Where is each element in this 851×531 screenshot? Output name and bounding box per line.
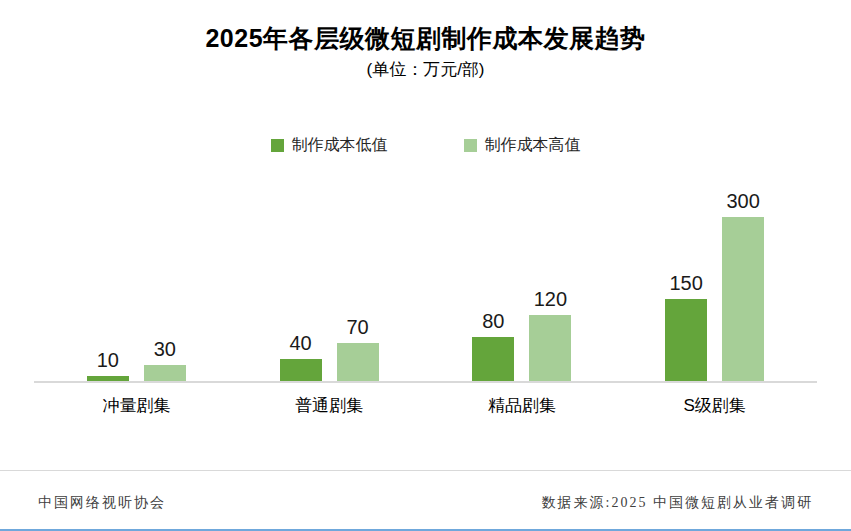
value-label: 80 — [482, 310, 504, 333]
legend-swatch-low-icon — [271, 139, 284, 152]
value-label: 150 — [669, 272, 702, 295]
legend-item-high: 制作成本高值 — [464, 135, 581, 156]
footer-source: 数据来源:2025 中国微短剧从业者调研 — [542, 494, 813, 512]
value-label: 300 — [726, 190, 759, 213]
x-axis-line — [34, 381, 817, 383]
bar-group: 10 30 — [40, 338, 233, 381]
legend-label-high: 制作成本高值 — [485, 135, 581, 156]
value-label: 40 — [290, 332, 312, 355]
bar-with-label: 30 — [144, 338, 186, 381]
value-label: 10 — [97, 349, 119, 372]
bar-high — [722, 217, 764, 381]
category-label: 普通剧集 — [233, 394, 426, 417]
bar-with-label: 120 — [529, 288, 571, 381]
footer-divider — [0, 470, 851, 471]
bar-group: 40 70 — [233, 316, 426, 381]
chart-page: 2025年各层级微短剧制作成本发展趋势 (单位：万元/部) 制作成本低值 制作成… — [0, 0, 851, 531]
bar-chart: 10 30 40 70 80 120 150 300 冲量剧集普通剧集精品剧集S级剧集 — [40, 189, 811, 417]
bar-low — [472, 337, 514, 381]
value-label: 30 — [154, 338, 176, 361]
legend-item-low: 制作成本低值 — [271, 135, 388, 156]
footer: 中国网络视听协会 数据来源:2025 中国微短剧从业者调研 — [0, 494, 851, 512]
footer-org: 中国网络视听协会 — [38, 494, 166, 512]
bar-with-label: 40 — [280, 332, 322, 381]
bar-high — [337, 343, 379, 381]
bar-high — [529, 315, 571, 381]
legend: 制作成本低值 制作成本高值 — [0, 135, 851, 156]
bar-with-label: 70 — [337, 316, 379, 381]
bar-with-label: 300 — [722, 190, 764, 381]
bar-group: 80 120 — [426, 288, 619, 381]
category-axis: 冲量剧集普通剧集精品剧集S级剧集 — [40, 394, 811, 417]
chart-unit-note: (单位：万元/部) — [0, 58, 851, 81]
bar-low — [280, 359, 322, 381]
category-label: 冲量剧集 — [40, 394, 233, 417]
chart-title: 2025年各层级微短剧制作成本发展趋势 — [0, 22, 851, 55]
bar-with-label: 10 — [87, 349, 129, 381]
legend-swatch-high-icon — [464, 139, 477, 152]
value-label: 70 — [347, 316, 369, 339]
bar-with-label: 150 — [665, 272, 707, 381]
bar-low — [665, 299, 707, 381]
bar-high — [144, 365, 186, 381]
bar-with-label: 80 — [472, 310, 514, 381]
category-label: 精品剧集 — [426, 394, 619, 417]
legend-label-low: 制作成本低值 — [292, 135, 388, 156]
plot-area: 10 30 40 70 80 120 150 300 — [40, 189, 811, 381]
bar-group: 150 300 — [618, 190, 811, 381]
value-label: 120 — [534, 288, 567, 311]
category-label: S级剧集 — [618, 394, 811, 417]
